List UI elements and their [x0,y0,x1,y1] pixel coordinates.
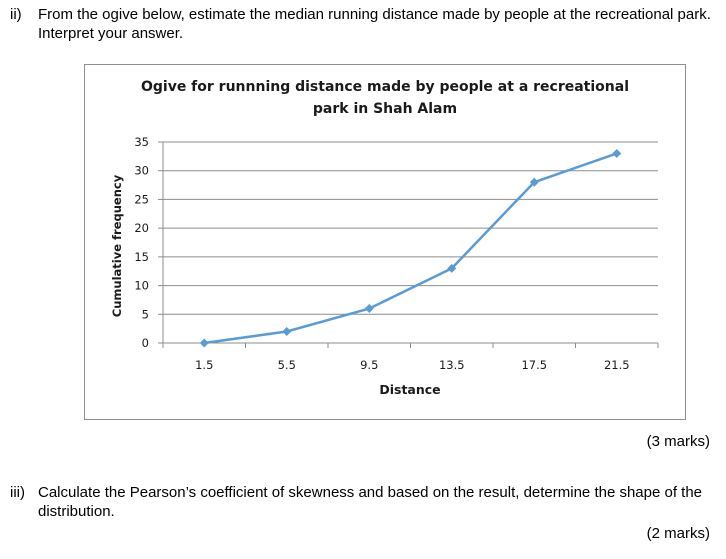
data-point-9.5 [364,304,374,314]
y-tick-label: 30 [134,164,149,178]
y-axis-label: Cumulative frequency [110,174,124,318]
y-tick-label: 25 [134,192,149,206]
y-tick-label: 5 [142,307,149,321]
question-ii: ii) From the ogive below, estimate the m… [10,5,714,43]
chart-plot-area: 0 5 10 15 20 25 30 35 1.5 5.5 9.5 13.5 17.5 21.5 [134,135,659,372]
ogive-chart: Ogive for runnning distance made by peop… [84,64,686,420]
y-tick-label: 35 [134,135,149,149]
x-tick-label: 1.5 [195,358,213,372]
data-point-5.5 [282,327,292,337]
y-tick-label: 15 [134,250,149,264]
question-iii-text: Calculate the Pearson’s coefficient of s… [38,484,703,520]
x-axis-label: Distance [379,382,441,397]
x-tick-label: 17.5 [521,358,547,372]
data-point-21.5 [612,148,622,158]
y-tick-label: 0 [142,336,149,350]
y-tick-label: 20 [134,221,149,235]
chart-title-line-2: park in Shah Alam [312,101,458,117]
question-iii: iii) Calculate the Pearson’s coefficient… [10,483,714,521]
y-tick-label: 10 [134,279,149,293]
data-point-17.5 [529,177,539,187]
data-point-1.5 [199,338,209,348]
question-ii-text: From the ogive below, estimate the media… [38,6,711,42]
question-ii-number: ii) [10,6,22,23]
x-tick-label: 13.5 [439,358,465,372]
question-iii-marks: (2 marks) [646,525,710,542]
x-tick-label: 21.5 [604,358,630,372]
question-iii-number: iii) [10,484,25,501]
x-tick-label: 5.5 [278,358,296,372]
x-tick-label: 9.5 [360,358,378,372]
question-ii-marks: (3 marks) [646,433,710,450]
data-point-13.5 [447,263,457,273]
chart-title-line-1: Ogive for runnning distance made by peop… [140,79,630,95]
ogive-line [204,152,618,345]
